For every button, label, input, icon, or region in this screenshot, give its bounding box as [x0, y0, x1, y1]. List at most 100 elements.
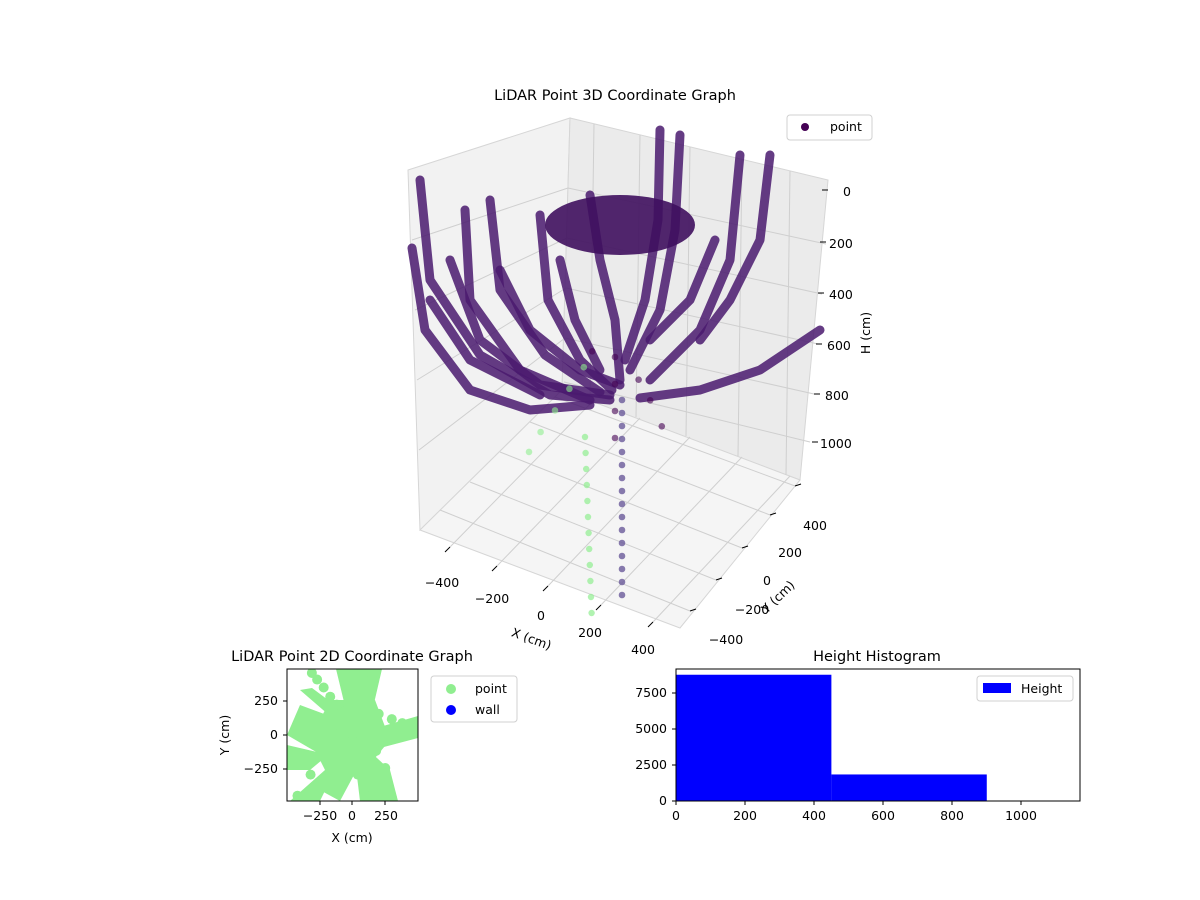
point-marker [367, 782, 378, 793]
point-marker [618, 409, 626, 417]
point-marker [360, 735, 371, 746]
ytick-label: 200 [778, 545, 802, 560]
histogram-bar [831, 774, 987, 801]
point-marker [397, 718, 408, 729]
point-marker [354, 690, 365, 701]
ytick-label: 7500 [635, 685, 667, 700]
scan-arc [445, 255, 615, 400]
ytick-label: −200 [735, 602, 769, 617]
point-marker [646, 397, 654, 404]
histogram-frame [675, 668, 1081, 802]
point-marker [321, 753, 332, 764]
histogram-bars [676, 674, 987, 801]
point-marker [352, 769, 363, 780]
legend-marker-height [983, 683, 1011, 693]
point-marker [583, 465, 590, 473]
point-marker [658, 423, 666, 430]
point-marker [312, 674, 323, 685]
point-marker [584, 497, 591, 505]
point-marker [618, 461, 626, 469]
zlabel-3d: H (cm) [858, 312, 873, 354]
scan-arc [407, 243, 595, 415]
ztick-label: 200 [829, 236, 853, 251]
point-marker [618, 422, 626, 430]
point-marker [295, 726, 306, 737]
point-marker [386, 792, 397, 801]
xlabel-2d: X (cm) [331, 830, 372, 845]
ytick-label: 5000 [635, 721, 667, 736]
ytick-label: −400 [709, 632, 743, 647]
xtick-label: 1000 [1005, 808, 1037, 823]
legend-label-height: Height [1021, 681, 1062, 696]
point-marker [321, 731, 332, 742]
point-marker [611, 407, 619, 415]
point-marker [365, 669, 376, 678]
point-marker [618, 552, 626, 560]
legend-label-point: point [475, 681, 507, 696]
scan-arc [635, 325, 825, 403]
point-marker [586, 545, 593, 553]
point-marker [618, 487, 626, 495]
scan-arc [425, 295, 545, 400]
histogram-bar [676, 674, 832, 801]
legend-box [976, 675, 1074, 702]
point-marker [618, 448, 626, 456]
point-marker [325, 691, 336, 702]
point-marker [618, 539, 626, 547]
point-marker [635, 376, 642, 384]
scan-arc [495, 265, 625, 390]
tick-labels-2d: −250 0 250 250 0 −250 [244, 693, 398, 823]
legend-3d: point [786, 114, 873, 141]
point-marker [334, 728, 345, 739]
legend-marker-wall [446, 705, 456, 715]
scan-arc [625, 130, 685, 375]
xlabel-3d: X (cm) [510, 625, 554, 653]
xtick-label: −250 [303, 808, 337, 823]
legend-marker-point [446, 684, 456, 694]
point-marker [334, 780, 345, 791]
point-marker [406, 720, 417, 731]
point-marker [588, 609, 595, 617]
point-marker [586, 561, 593, 569]
axis-ticks-3d [444, 189, 828, 628]
ytick-label: 2500 [635, 757, 667, 772]
point-marker [618, 435, 626, 443]
chart-2d-points [292, 669, 417, 801]
point-marker [618, 474, 626, 482]
point-marker [618, 591, 626, 599]
axis-ticks-2d [283, 700, 386, 805]
point-marker [585, 529, 592, 537]
chart-3d-points [407, 125, 825, 617]
ztick-label: 400 [829, 287, 853, 302]
point-marker [580, 363, 588, 371]
point-marker [308, 730, 319, 740]
ztick-label: 800 [825, 388, 849, 403]
ytick-label: −250 [244, 761, 278, 776]
ytick-labels-3d: −400 −200 0 200 400 [709, 518, 827, 647]
xtick-label: 250 [374, 808, 398, 823]
point-marker [331, 699, 342, 710]
legend-box [786, 114, 873, 141]
point-marker [611, 380, 619, 388]
ytick-label: 400 [803, 518, 827, 533]
xtick-label: 800 [940, 808, 964, 823]
point-marker [566, 385, 573, 393]
xtick-label: 400 [802, 808, 826, 823]
point-marker [618, 578, 626, 586]
point-marker [582, 449, 589, 457]
point-marker [347, 730, 358, 740]
point-marker [618, 500, 626, 508]
xtick-label: −200 [475, 591, 509, 606]
xtick-label: 200 [578, 625, 602, 640]
point-marker [581, 433, 589, 441]
point-marker [525, 448, 533, 456]
legend-marker-point [801, 123, 809, 131]
ytick-label: 250 [254, 693, 278, 708]
xtick-label: 600 [871, 808, 895, 823]
xtick-label: 200 [733, 808, 757, 823]
ztick-label: 0 [843, 184, 851, 199]
scan-arc [695, 150, 775, 345]
legend-label-wall: wall [475, 702, 500, 717]
scan-arc [620, 125, 665, 365]
